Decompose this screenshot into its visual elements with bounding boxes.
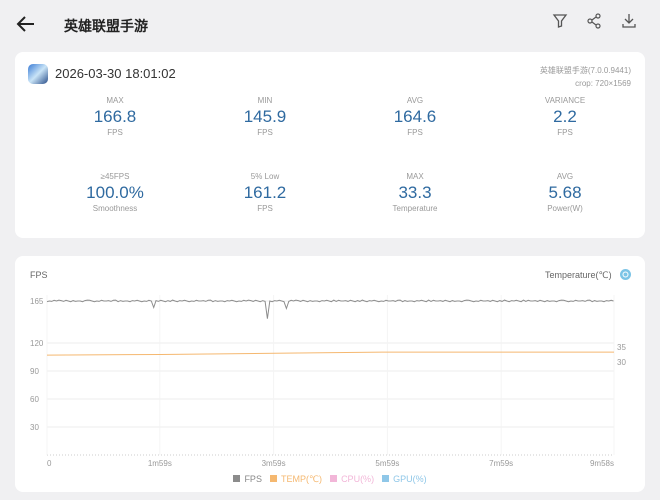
stat-7: AVG 5.68 Power(W) [495,172,635,213]
stat-label: ≥45FPS [100,172,130,181]
stat-value: 164.6 [393,107,437,126]
stat-1: MIN 145.9 FPS [195,96,335,137]
chart-legend: FPS TEMP(℃) CPU(%) GPU(%) [0,474,660,485]
stat-6: MAX 33.3 Temperature [345,172,485,213]
y-right-tick-label: 30 [617,358,626,367]
app-version: 英雄联盟手游(7.0.0.9441) [539,66,631,75]
fps-series-line [46,299,614,319]
legend-item[interactable]: FPS [233,474,262,484]
stat-3: VARIANCE 2.2 FPS [495,96,635,137]
refresh-icon[interactable] [620,269,631,280]
back-arrow-icon[interactable] [14,12,38,36]
legend-item[interactable]: TEMP(℃) [269,474,323,484]
y-tick-label: 165 [30,297,44,306]
x-tick-label: 1m59s [148,459,172,468]
stat-2: AVG 164.6 FPS [345,96,485,137]
stat-label: AVG [406,96,424,105]
temp-series-line [46,351,614,356]
stat-label: MAX [106,96,124,105]
legend-swatch [330,475,338,482]
legend-label: FPS [244,474,262,484]
session-date: 2026-03-30 18:01:02 [55,66,176,81]
stat-value: 161.2 [243,183,287,202]
stat-label: MAX [406,172,424,181]
stat-value: 33.3 [398,183,432,202]
y-tick-label: 60 [30,395,39,404]
y-axis-right-label: Temperature(℃) [545,270,612,280]
stat-label: MIN [257,96,273,105]
y-right-tick-label: 35 [617,343,626,352]
stat-0: MAX 166.8 FPS [45,96,185,137]
stat-unit: FPS [407,128,423,137]
legend-label: CPU(%) [341,474,375,484]
stat-unit: FPS [257,128,273,137]
stat-unit: Temperature [392,204,438,213]
legend-item[interactable]: CPU(%) [330,474,374,484]
legend-swatch [269,475,277,482]
stat-value: 100.0% [86,183,144,202]
stat-unit: FPS [257,204,273,213]
app-info: 英雄联盟手游(7.0.0.9441) crop: 720×1569 [540,64,631,90]
stat-value: 5.68 [548,183,582,202]
stat-unit: FPS [557,128,573,137]
app-icon [28,64,48,84]
stat-value: 145.9 [243,107,287,126]
stat-unit: Smoothness [92,204,138,213]
y-tick-label: 120 [30,339,44,348]
stat-value: 166.8 [93,107,137,126]
stat-5: 5% Low 161.2 FPS [195,172,335,213]
chart-card [15,256,645,492]
x-tick-label: 9m58s [590,459,614,468]
download-icon[interactable] [620,12,638,30]
stat-unit: FPS [107,128,123,137]
crop-size: crop: 720×1569 [575,79,631,88]
top-bar: 英雄联盟手游 [0,0,660,48]
stat-label: VARIANCE [544,96,586,105]
x-tick-label: 5m59s [375,459,399,468]
y-tick-label: 90 [30,367,39,376]
legend-label: GPU(%) [393,474,427,484]
y-tick-label: 30 [30,423,39,432]
stat-value: 2.2 [553,107,577,126]
y-axis-left-label: FPS [30,270,48,280]
stat-label: AVG [556,172,574,181]
legend-item[interactable]: GPU(%) [382,474,427,484]
stat-4: ≥45FPS 100.0% Smoothness [45,172,185,213]
share-icon[interactable] [585,12,603,30]
x-tick-label: 0 [47,459,52,468]
summary-card: 2026-03-30 18:01:02 英雄联盟手游(7.0.0.9441) c… [15,52,645,238]
x-tick-label: 7m59s [489,459,513,468]
page-title: 英雄联盟手游 [64,18,148,34]
legend-swatch [233,475,241,482]
stat-unit: Power(W) [547,204,583,213]
filter-icon[interactable] [551,12,569,30]
legend-swatch [382,475,390,482]
x-tick-label: 3m59s [262,459,286,468]
legend-label: TEMP(℃) [280,474,323,484]
stat-label: 5% Low [250,172,280,181]
